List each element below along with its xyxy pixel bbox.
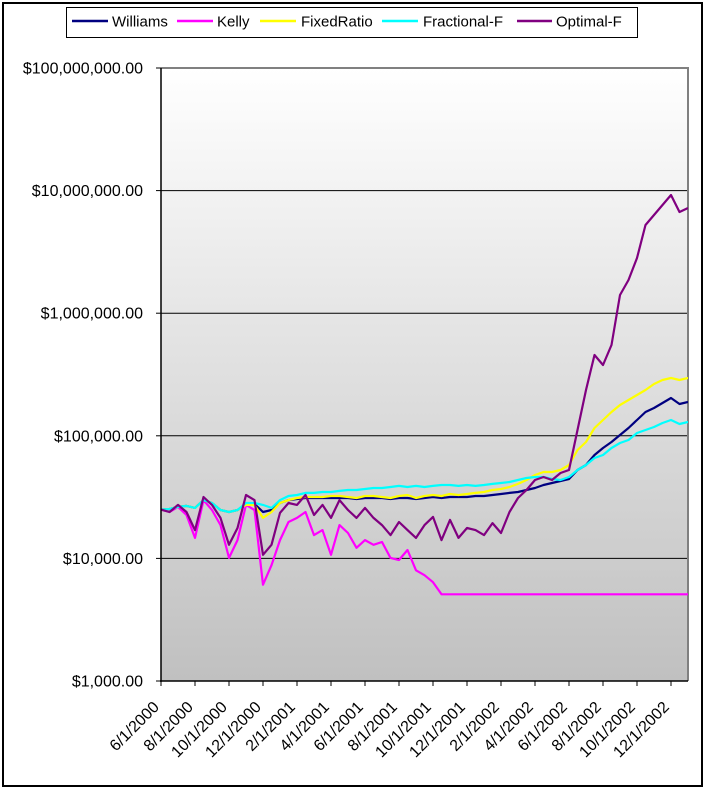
series-optimal-f xyxy=(161,193,688,556)
plot-area xyxy=(161,68,688,681)
y-tick-label: $100,000.00 xyxy=(54,428,143,445)
legend-label-fractional-f: Fractional-F xyxy=(423,14,503,31)
legend-item-kelly: Kelly xyxy=(177,14,250,31)
legend: Williams Kelly FixedRatio Fractional-F O… xyxy=(66,7,638,38)
x-ticks xyxy=(160,681,672,686)
series-kelly xyxy=(161,499,688,596)
legend-item-optimal-f: Optimal-F xyxy=(517,14,622,31)
x-axis-labels: 6/1/2000 8/1/2000 10/1/2000 12/1/2000 2/… xyxy=(107,699,673,761)
series-group xyxy=(161,193,688,596)
y-tick-label: $1,000.00 xyxy=(72,674,143,691)
y-ticks xyxy=(156,67,161,682)
series-fixedratio xyxy=(161,376,688,520)
y-tick-label: $10,000,000.00 xyxy=(32,183,143,200)
legend-label-williams: Williams xyxy=(112,14,168,31)
series-fractional-f xyxy=(161,418,688,514)
y-axis-labels: $100,000,000.00 $10,000,000.00 $1,000,00… xyxy=(23,61,143,691)
legend-item-fractional-f: Fractional-F xyxy=(382,14,503,31)
legend-item-williams: Williams xyxy=(72,14,168,31)
legend-label-optimal-f: Optimal-F xyxy=(556,14,622,31)
y-tick-label: $1,000,000.00 xyxy=(41,306,143,323)
legend-label-fixedratio: FixedRatio xyxy=(301,14,373,31)
y-tick-label: $100,000,000.00 xyxy=(23,61,143,78)
legend-box xyxy=(66,7,638,38)
gridlines xyxy=(161,190,688,559)
y-tick-label: $10,000.00 xyxy=(63,551,143,568)
legend-item-fixedratio: FixedRatio xyxy=(260,14,373,31)
legend-label-kelly: Kelly xyxy=(217,14,250,31)
